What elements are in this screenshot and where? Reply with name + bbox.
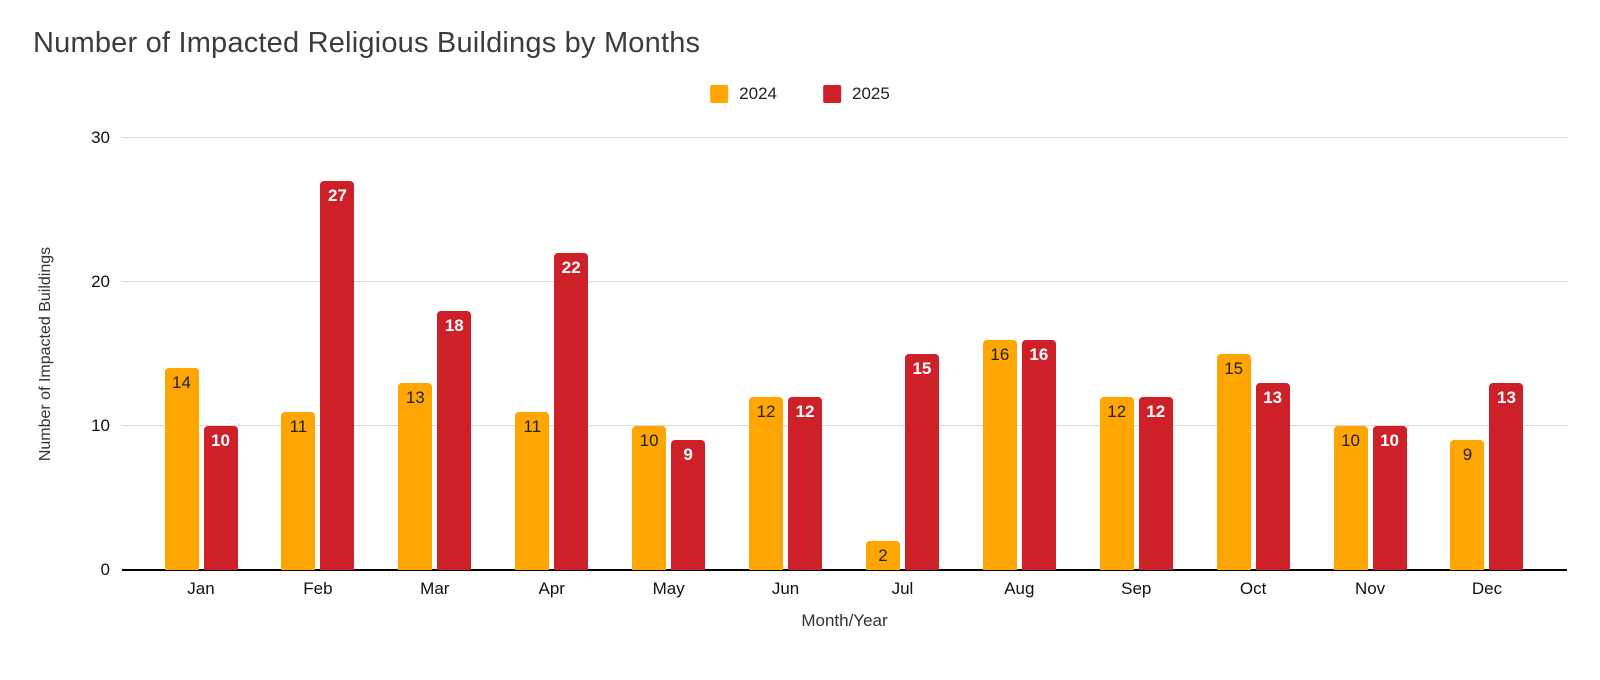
bar-value-label: 12	[795, 402, 815, 422]
bar-2024-aug[interactable]: 16	[982, 339, 1017, 570]
bar-group-jul: 2 15 Jul	[864, 138, 940, 598]
bar-2025-jul[interactable]: 15	[904, 354, 939, 570]
bar-2024-apr[interactable]: 11	[515, 411, 550, 570]
x-tick-label-nov: Nov	[1354, 579, 1386, 598]
bar-group-aug: 16 16 Aug	[981, 138, 1057, 598]
bar-group-oct: 15 13 Oct	[1215, 138, 1291, 598]
bar-group-dec: 9 13 Dec	[1449, 138, 1525, 598]
x-tick-label-jan: Jan	[187, 579, 215, 598]
bar-value-label: 27	[327, 186, 347, 206]
x-tick-label-aug: Aug	[1004, 579, 1035, 598]
x-tick-label-feb: Feb	[303, 579, 333, 598]
legend-swatch-icon	[823, 85, 841, 103]
bar-2025-dec[interactable]: 13	[1489, 382, 1524, 570]
x-axis-line	[122, 569, 1567, 571]
gridline-y-30	[122, 137, 1567, 138]
bar-value-label: 9	[1462, 445, 1473, 465]
x-tick-label-may: May	[652, 579, 685, 598]
bar-groups: 14 10 Jan 11 27 Feb 13 18 Mar 11 22 Apr 10 9 May 12 12 Ju…	[122, 138, 1567, 598]
bar-2024-mar[interactable]: 13	[398, 382, 433, 570]
bar-group-feb: 11 27 Feb	[280, 138, 356, 598]
bar-group-apr: 11 22 Apr	[514, 138, 590, 598]
bar-value-label: 12	[756, 402, 776, 422]
bar-value-label: 10	[211, 431, 230, 450]
x-tick-label-sep: Sep	[1121, 579, 1152, 598]
bar-group-mar: 13 18 Mar	[397, 138, 473, 598]
bar-value-label: 13	[405, 387, 425, 407]
chart-title: Number of Impacted Religious Buildings b…	[33, 27, 701, 59]
bar-2024-jan[interactable]: 14	[164, 368, 199, 570]
legend-item-2024: 2024	[710, 84, 777, 104]
bar-2025-apr[interactable]: 22	[554, 253, 589, 570]
bar-2025-sep[interactable]: 12	[1138, 397, 1173, 570]
bar-2024-may[interactable]: 10	[632, 426, 667, 570]
bar-value-label: 10	[1380, 431, 1400, 450]
bar-value-label: 13	[1497, 387, 1516, 407]
bar-2024-jul[interactable]: 2	[865, 541, 900, 570]
bar-value-label: 11	[289, 416, 308, 436]
x-axis-title: Month/Year	[801, 611, 888, 630]
y-tick-label-10: 10	[91, 416, 110, 435]
plot-area: 0 10 20 30 14 10 Jan 11 27 Feb 13 18 Mar 11 22 Apr 10 9 Ma…	[91, 128, 1567, 598]
bar-value-label: 12	[1107, 402, 1127, 422]
bar-2024-nov[interactable]: 10	[1333, 426, 1368, 570]
bar-2024-feb[interactable]: 11	[281, 411, 316, 570]
bar-2024-oct[interactable]: 15	[1216, 354, 1251, 570]
bar-group-jan: 14 10 Jan	[163, 138, 239, 598]
bar-value-label: 2	[878, 546, 888, 566]
bar-group-may: 10 9 May	[631, 138, 707, 598]
bar-value-label: 18	[444, 315, 464, 335]
bar-value-label: 11	[523, 416, 542, 436]
bar-2024-sep[interactable]: 12	[1099, 397, 1134, 570]
bar-2025-may[interactable]: 9	[671, 440, 706, 570]
bar-value-label: 22	[561, 258, 581, 278]
x-tick-label-jul: Jul	[891, 579, 914, 598]
bar-2025-mar[interactable]: 18	[437, 310, 472, 570]
bar-value-label: 9	[683, 445, 693, 465]
x-tick-label-oct: Oct	[1239, 579, 1267, 598]
bar-value-label: 13	[1263, 387, 1283, 407]
legend-label: 2025	[852, 84, 890, 103]
bar-value-label: 16	[1029, 344, 1049, 364]
bar-2025-jan[interactable]: 10	[203, 426, 238, 570]
x-tick-label-jun: Jun	[771, 579, 800, 598]
bar-2025-feb[interactable]: 27	[320, 181, 355, 570]
gridline-y-20	[122, 281, 1567, 282]
bar-value-label: 12	[1146, 402, 1166, 422]
x-tick-label-mar: Mar	[420, 579, 450, 598]
bar-2024-jun[interactable]: 12	[749, 397, 784, 570]
legend: 2024 2025	[710, 84, 890, 104]
bar-value-label: 15	[912, 359, 932, 378]
bar-group-sep: 12 12 Sep	[1098, 138, 1174, 598]
y-tick-label-30: 30	[91, 128, 110, 147]
legend-swatch-icon	[710, 85, 729, 103]
bar-value-label: 16	[990, 344, 1010, 364]
bar-value-label: 14	[172, 373, 191, 393]
y-tick-label-0: 0	[100, 560, 110, 579]
legend-label: 2024	[739, 84, 777, 103]
x-tick-label-dec: Dec	[1471, 579, 1503, 598]
bar-2025-nov[interactable]: 10	[1372, 426, 1407, 570]
bar-value-label: 10	[1341, 431, 1361, 450]
x-tick-label-apr: Apr	[538, 579, 565, 598]
bar-group-jun: 12 12 Jun	[748, 138, 824, 598]
bar-2024-dec[interactable]: 9	[1450, 440, 1485, 570]
gridline-y-10	[122, 425, 1567, 426]
bar-2025-oct[interactable]: 13	[1255, 382, 1290, 570]
legend-item-2025: 2025	[823, 84, 890, 104]
bar-2025-jun[interactable]: 12	[788, 397, 823, 570]
bar-value-label: 10	[639, 431, 659, 450]
bar-group-nov: 10 10 Nov	[1332, 138, 1408, 598]
bar-2025-aug[interactable]: 16	[1021, 339, 1056, 570]
bar-value-label: 15	[1224, 359, 1244, 378]
y-axis-title: Number of Impacted Buildings	[37, 246, 54, 462]
y-tick-label-20: 20	[91, 272, 110, 291]
